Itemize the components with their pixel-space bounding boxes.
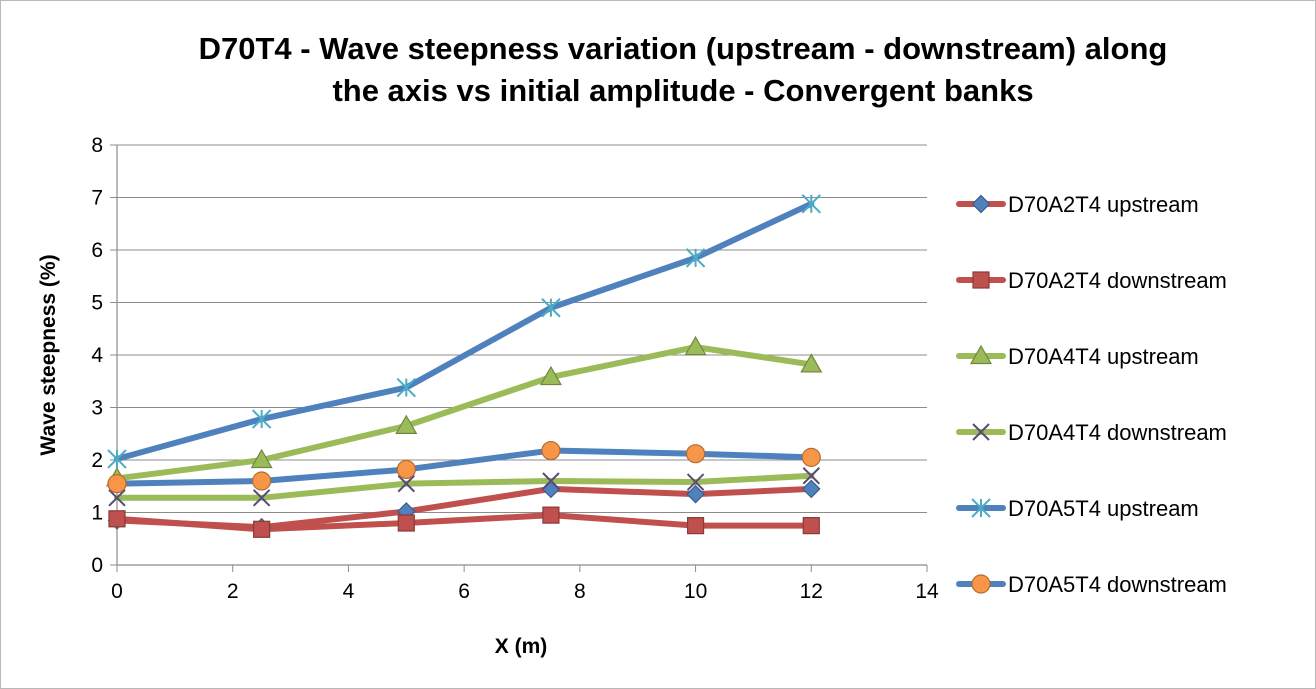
series-line-2 xyxy=(114,344,815,482)
data-point-2-3 xyxy=(539,365,562,386)
series-5 xyxy=(114,447,815,487)
legend-item-0: D70A2T4 upstream xyxy=(956,192,1199,217)
y-tick-label-0: 0 xyxy=(91,554,103,577)
series-2 xyxy=(114,344,815,482)
data-point-3-2 xyxy=(397,474,415,493)
data-point-5-0 xyxy=(107,474,127,494)
x-tick-label-10: 10 xyxy=(684,580,707,603)
y-tick-label-2: 2 xyxy=(91,449,103,472)
x-tick-label-4: 4 xyxy=(343,580,355,603)
data-point-0-4 xyxy=(686,484,705,504)
data-point-3-5 xyxy=(802,467,820,485)
series-markers-5 xyxy=(107,440,821,494)
data-point-1-1 xyxy=(253,520,271,538)
legend-label-4: D70A5T4 upstream xyxy=(1008,496,1199,521)
y-tick-label-1: 1 xyxy=(91,502,103,525)
y-tick-label-5: 5 xyxy=(91,292,103,315)
legend-marker-4 xyxy=(971,498,991,518)
data-point-1-0 xyxy=(108,510,126,528)
data-point-5-3 xyxy=(541,440,561,461)
data-point-4-5 xyxy=(801,194,821,214)
data-point-3-1 xyxy=(252,489,271,507)
data-point-4-4 xyxy=(685,248,706,268)
y-tick-label-7: 7 xyxy=(91,187,103,210)
y-tick-label-6: 6 xyxy=(91,239,103,262)
legend-marker-2 xyxy=(969,344,993,365)
data-point-1-4 xyxy=(686,517,705,535)
data-point-2-1 xyxy=(250,448,273,469)
legend-item-3: D70A4T4 downstream xyxy=(956,420,1227,445)
axes xyxy=(110,144,928,572)
chart-title-line-2: the axis vs initial amplitude - Converge… xyxy=(332,73,1033,108)
legend-marker-3 xyxy=(972,423,990,441)
data-series xyxy=(105,194,823,538)
legend-item-2: D70A4T4 upstream xyxy=(956,344,1199,369)
legend-item-1: D70A2T4 downstream xyxy=(956,268,1227,293)
data-point-4-1 xyxy=(251,409,272,429)
legend-marker-1 xyxy=(972,271,990,289)
series-markers-3 xyxy=(108,467,820,507)
x-tick-label-6: 6 xyxy=(458,580,470,603)
chart-title-line-1: D70T4 - Wave steepness variation (upstre… xyxy=(199,31,1168,66)
x-axis-label: X (m) xyxy=(495,635,548,658)
series-markers-1 xyxy=(108,506,820,538)
data-point-0-5 xyxy=(801,479,821,499)
legend-marker-0 xyxy=(971,194,991,214)
legend-label-0: D70A2T4 upstream xyxy=(1008,192,1199,217)
series-line-5 xyxy=(114,447,815,487)
data-point-5-5 xyxy=(801,447,821,467)
data-point-1-3 xyxy=(542,506,560,524)
data-point-1-5 xyxy=(802,517,820,535)
x-tick-label-8: 8 xyxy=(574,580,586,603)
y-axis-label: Wave steepness (%) xyxy=(37,254,60,455)
data-point-5-2 xyxy=(396,459,416,480)
y-tick-label-8: 8 xyxy=(91,134,103,157)
legend-label-3: D70A4T4 downstream xyxy=(1008,420,1227,445)
x-tick-label-12: 12 xyxy=(800,580,823,603)
x-tick-label-0: 0 xyxy=(111,580,123,603)
legend-item-5: D70A5T4 downstream xyxy=(956,572,1227,597)
legend-label-1: D70A2T4 downstream xyxy=(1008,268,1227,293)
data-point-5-1 xyxy=(252,471,272,491)
y-tick-label-3: 3 xyxy=(91,397,103,420)
legend: D70A2T4 upstream D70A2T4 downstream D70A4T… xyxy=(956,192,1227,597)
x-tick-label-14: 14 xyxy=(915,580,939,603)
legend-marker-5 xyxy=(971,574,991,594)
data-point-3-0 xyxy=(108,489,126,507)
series-4 xyxy=(114,200,815,462)
data-point-3-3 xyxy=(542,472,560,490)
data-point-2-5 xyxy=(800,353,823,373)
data-point-2-2 xyxy=(395,414,418,434)
series-markers-4 xyxy=(107,194,821,469)
series-line-3 xyxy=(114,472,815,501)
x-tick-label-2: 2 xyxy=(227,580,239,603)
data-point-2-4 xyxy=(684,335,707,356)
series-line-4 xyxy=(114,200,815,462)
data-point-5-4 xyxy=(685,444,706,464)
series-1 xyxy=(114,512,815,533)
legend-label-5: D70A5T4 downstream xyxy=(1008,572,1227,597)
series-line-1 xyxy=(114,512,815,533)
legend-label-2: D70A4T4 upstream xyxy=(1008,344,1199,369)
data-point-4-2 xyxy=(396,377,416,398)
y-tick-label-4: 4 xyxy=(91,344,103,367)
data-point-4-0 xyxy=(107,449,127,469)
data-point-1-2 xyxy=(397,514,415,532)
data-point-3-4 xyxy=(686,473,705,491)
series-3 xyxy=(114,472,815,501)
data-point-4-3 xyxy=(541,298,561,318)
legend-item-4: D70A5T4 upstream xyxy=(956,496,1199,521)
